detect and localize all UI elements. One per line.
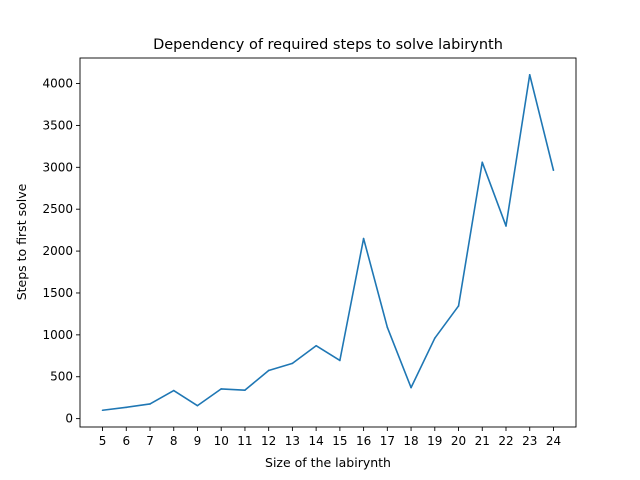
data-point: [339, 359, 341, 362]
y-axis-ticks: 0 500 1000 1500 2000 2500 3000 3500 4000: [42, 77, 80, 426]
data-point: [386, 326, 389, 329]
x-tick-label: 9: [194, 434, 202, 448]
x-tick-label: 7: [146, 434, 154, 448]
series-line: [102, 73, 555, 412]
y-tick-label: 3000: [42, 160, 73, 174]
y-axis-label: Steps to first solve: [14, 183, 29, 300]
data-point: [457, 305, 460, 307]
x-tick-label: 14: [308, 434, 323, 448]
x-axis-ticks: 5 6 7 8 9 10 11 12 13 14 15 16 17 18 19 20 21 22 23 24: [99, 427, 561, 448]
x-tick-label: 16: [356, 434, 371, 448]
data-point: [528, 73, 531, 76]
data-point: [410, 386, 412, 389]
y-tick-label: 2000: [42, 244, 73, 258]
x-tick-label: 6: [122, 434, 130, 448]
x-tick-label: 24: [546, 434, 561, 448]
data-point: [196, 404, 199, 407]
x-tick-label: 23: [522, 434, 537, 448]
y-tick-label: 1500: [42, 286, 73, 300]
y-tick-label: 1000: [42, 328, 73, 342]
y-tick-label: 2500: [42, 202, 73, 216]
x-tick-label: 10: [214, 434, 229, 448]
x-tick-label: 22: [498, 434, 513, 448]
x-tick-label: 5: [99, 434, 107, 448]
x-tick-label: 11: [237, 434, 252, 448]
series-layer: [101, 73, 555, 412]
x-tick-label: 19: [427, 434, 442, 448]
data-point: [362, 237, 365, 240]
data-point: [267, 369, 270, 372]
data-point: [552, 169, 555, 172]
x-tick-label: 21: [475, 434, 490, 448]
x-tick-label: 12: [261, 434, 276, 448]
data-point: [291, 362, 294, 365]
y-tick-label: 0: [65, 412, 73, 426]
chart-title: Dependency of required steps to solve la…: [153, 37, 503, 53]
y-tick-label: 3500: [42, 118, 73, 132]
x-axis-label: Size of the labirynth: [265, 455, 391, 470]
x-tick-label: 18: [403, 434, 418, 448]
x-tick-label: 13: [285, 434, 300, 448]
x-tick-label: 20: [451, 434, 466, 448]
data-point: [220, 388, 223, 390]
y-tick-label: 500: [50, 370, 73, 384]
data-point: [172, 389, 175, 392]
data-point: [244, 389, 246, 391]
data-point: [101, 409, 104, 412]
data-point: [505, 225, 507, 227]
data-point: [315, 344, 317, 347]
y-tick-label: 4000: [42, 77, 73, 91]
plot-frame: [79, 57, 577, 428]
x-tick-label: 17: [380, 434, 395, 448]
x-tick-label: 8: [170, 434, 178, 448]
x-tick-label: 15: [332, 434, 347, 448]
data-point: [149, 403, 151, 405]
data-point: [433, 337, 436, 340]
data-point: [125, 406, 128, 409]
data-point: [481, 161, 484, 164]
